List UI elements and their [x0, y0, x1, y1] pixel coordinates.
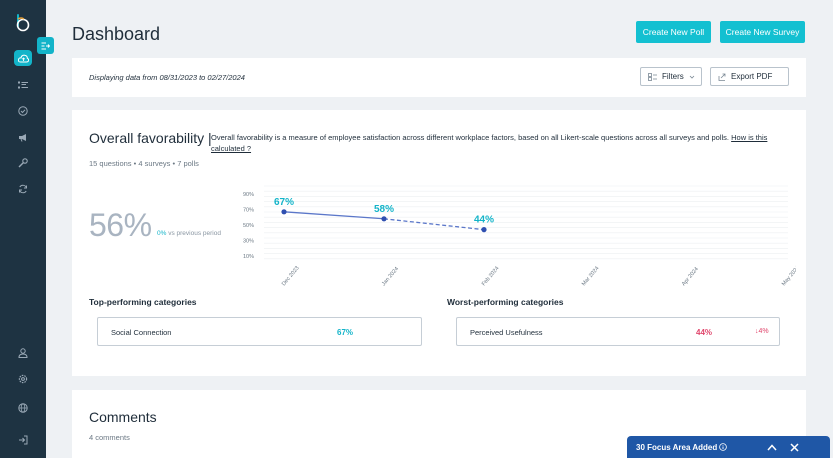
wrench-icon[interactable]: [14, 154, 32, 172]
filter-icon: [648, 72, 657, 81]
create-new-survey-button[interactable]: Create New Survey: [720, 21, 805, 43]
info-icon[interactable]: [719, 443, 728, 451]
focus-area-toast: 30 Focus Area Added: [627, 436, 830, 458]
data-label: 67%: [274, 197, 294, 208]
chevron-down-icon: [689, 75, 695, 79]
how-calculated-link[interactable]: How is this calculated ?: [211, 133, 768, 153]
comments-count: 4 comments: [89, 433, 130, 442]
x-tick-label: Dec 2023: [281, 265, 301, 287]
x-tick-label: Jan 2024: [381, 266, 400, 287]
data-point: [281, 209, 287, 215]
toast-label: 30 Focus Area Added: [636, 443, 728, 452]
delta-percent: 0%: [157, 230, 167, 237]
create-new-poll-button[interactable]: Create New Poll: [636, 21, 711, 43]
category-value: 67%: [337, 328, 354, 337]
sidebar-toggle-button[interactable]: [37, 37, 54, 54]
y-tick-label: 70%: [243, 208, 254, 214]
favorability-description: Overall favorability is a measure of emp…: [211, 132, 771, 154]
sync-icon[interactable]: [14, 180, 32, 198]
category-name: Perceived Usefulness: [470, 328, 543, 337]
worst-categories-title: Worst-performing categories: [447, 297, 564, 307]
chevron-up-icon: [767, 443, 777, 450]
check-circle-icon[interactable]: [14, 102, 32, 120]
favorability-title: Overall favorability |: [89, 130, 212, 146]
y-tick-label: 90%: [243, 192, 254, 198]
collapse-icon: [41, 42, 50, 49]
description-text: Overall favorability is a measure of emp…: [211, 133, 730, 142]
series-line-segment: [283, 211, 385, 220]
delta-text: vs previous period: [168, 230, 221, 237]
export-pdf-button[interactable]: Export PDF: [710, 67, 789, 86]
x-tick-label: Feb 2024: [481, 266, 501, 288]
date-range-text: Displaying data from 08/31/2023 to 02/27…: [89, 73, 245, 82]
settings-icon[interactable]: [14, 370, 32, 388]
x-tick-label: May 2024: [781, 265, 796, 287]
cloud-upload-icon[interactable]: [14, 50, 32, 66]
logout-icon[interactable]: [14, 431, 32, 449]
filters-label: Filters: [662, 72, 684, 81]
y-tick-label: 30%: [243, 239, 254, 245]
expand-toast-button[interactable]: [765, 440, 779, 454]
sidebar: [0, 0, 46, 458]
favorability-score: 56%: [89, 207, 152, 243]
top-category-item[interactable]: Social Connection 67%: [97, 317, 422, 346]
y-tick-label: 50%: [243, 223, 254, 229]
series-line-segment: [383, 218, 485, 231]
score-delta: 0% vs previous period: [157, 230, 221, 237]
data-point: [481, 227, 487, 233]
megaphone-icon[interactable]: [14, 128, 32, 146]
export-icon: [718, 73, 726, 81]
globe-icon[interactable]: [14, 399, 32, 417]
filters-button[interactable]: Filters: [640, 67, 702, 86]
list-icon[interactable]: [14, 76, 32, 94]
category-delta: ↓4%: [755, 328, 769, 335]
comments-title: Comments: [89, 409, 157, 425]
x-tick-label: Mar 2024: [581, 266, 601, 288]
user-icon[interactable]: [14, 344, 32, 362]
favorability-meta: 15 questions • 4 surveys • 7 polls: [89, 159, 199, 168]
top-categories-title: Top-performing categories: [89, 297, 197, 307]
page-title: Dashboard: [72, 24, 161, 44]
worst-category-item[interactable]: Perceived Usefulness 44% ↓4%: [456, 317, 780, 346]
close-toast-button[interactable]: [787, 440, 801, 454]
close-icon: [789, 442, 799, 452]
export-pdf-label: Export PDF: [731, 72, 773, 81]
category-value: 44%: [696, 328, 713, 337]
data-label: 44%: [474, 215, 494, 226]
category-name: Social Connection: [111, 328, 172, 337]
favorability-line-chart: 90% 70% 50% 30% 10% Dec 2023 Jan 2024 Feb 2024 M…: [243, 185, 796, 288]
toast-text: 30 Focus Area Added: [636, 443, 718, 452]
data-point: [381, 216, 387, 222]
y-tick-label: 10%: [243, 254, 254, 260]
data-label: 58%: [374, 204, 394, 215]
app-logo[interactable]: [15, 14, 31, 32]
x-tick-label: Apr 2024: [681, 266, 700, 287]
